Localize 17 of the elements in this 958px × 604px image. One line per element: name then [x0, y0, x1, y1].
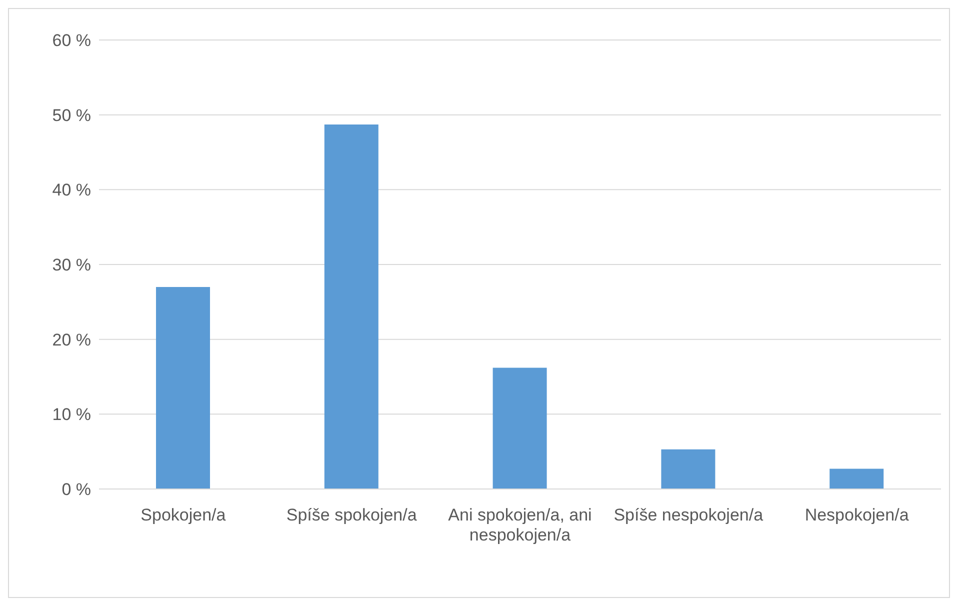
- bar: [324, 124, 378, 489]
- bar: [492, 368, 547, 489]
- y-tick-label: 40 %: [52, 180, 91, 200]
- x-tick-label: Spokojen/a: [140, 505, 226, 524]
- y-tick-label: 30 %: [52, 256, 91, 275]
- y-tick-label: 10 %: [52, 405, 91, 424]
- y-tick-label: 60 %: [52, 31, 91, 50]
- x-tick-label: Ani spokojen/a, ani nespokojen/a: [448, 505, 592, 545]
- x-tick-label: Nespokojen/a: [804, 505, 910, 524]
- bar: [661, 449, 716, 489]
- x-tick-label: Spíše nespokojen/a: [614, 505, 764, 524]
- bar: [156, 286, 210, 489]
- x-tick-label: Spíše spokojen/a: [286, 505, 418, 524]
- y-tick-label: 20 %: [52, 330, 91, 350]
- bar: [830, 468, 884, 489]
- y-tick-label: 50 %: [52, 106, 91, 125]
- y-tick-label: 0 %: [62, 480, 91, 500]
